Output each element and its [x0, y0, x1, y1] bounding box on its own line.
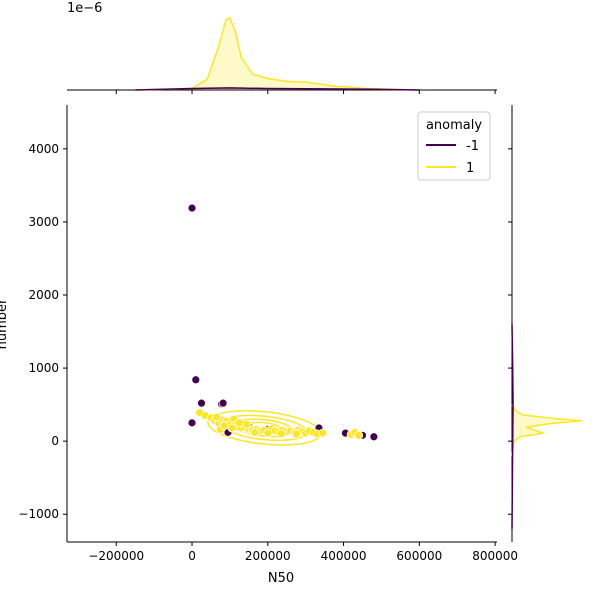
y-marginal-line: [511, 324, 514, 529]
point-normal: [219, 421, 229, 431]
point-normal: [276, 429, 286, 439]
point-anomaly: [369, 432, 379, 442]
point-normal: [291, 429, 301, 439]
point-anomaly: [218, 398, 228, 408]
point-anomaly: [187, 418, 197, 428]
x-marginal-scale-label: 1e−6: [67, 1, 102, 16]
point-anomaly: [187, 203, 197, 213]
point-normal: [212, 412, 222, 422]
point-normal: [318, 428, 328, 438]
y-axis-label: number: [0, 298, 10, 349]
x-tick-label: 800000: [472, 549, 518, 563]
y-tick-label: 0: [51, 434, 59, 448]
x-marginal-kde: [67, 17, 497, 91]
point-anomaly: [191, 375, 201, 385]
point-anomaly: [197, 398, 206, 408]
x-tick-label: −200000: [88, 549, 144, 563]
scatter-plot-area: −200000 0 200000 400000 600000 800000 −1000 0 1…: [18, 90, 518, 563]
point-normal: [354, 430, 364, 440]
y-tick-label: 1000: [28, 361, 59, 375]
y-tick-label: −1000: [18, 507, 59, 521]
x-tick-label: 200000: [245, 549, 291, 563]
scatter-points: [187, 203, 379, 442]
x-tick-label: 400000: [321, 549, 367, 563]
x-tick-label: 0: [188, 549, 196, 563]
y-marginal-kde: [511, 105, 583, 542]
point-normal: [242, 419, 252, 429]
legend-label-minus1: -1: [466, 139, 479, 154]
y-marginal-line: [511, 404, 583, 456]
point-normal: [227, 423, 237, 433]
x-axis-ticks: −200000 0 200000 400000 600000 800000: [88, 90, 518, 563]
legend: anomaly -1 1: [417, 111, 491, 181]
legend-title: anomaly: [426, 118, 482, 133]
point-normal: [234, 418, 244, 428]
x-axis-label: N50: [268, 571, 294, 586]
y-tick-label: 4000: [28, 142, 59, 156]
x-marginal-line: [135, 87, 420, 91]
legend-label-1: 1: [466, 161, 474, 176]
x-marginal-line: [135, 17, 420, 91]
y-axis-ticks: −1000 0 1000 2000 3000 4000: [18, 142, 512, 521]
y-marginal-fill: [512, 404, 582, 456]
y-tick-label: 3000: [28, 215, 59, 229]
x-tick-label: 600000: [396, 549, 442, 563]
point-normal: [263, 428, 273, 438]
y-tick-label: 2000: [28, 288, 59, 302]
point-normal: [250, 427, 259, 437]
